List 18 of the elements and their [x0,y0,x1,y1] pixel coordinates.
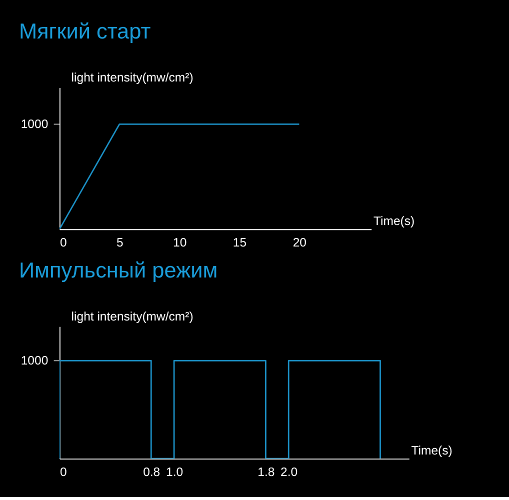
y-axis-title: light intensity(mw/cm²) [71,70,194,84]
y-axis-title: light intensity(mw/cm²) [71,309,194,324]
x-tick-label: 1.0 [166,465,184,480]
x-tick-label: 0 [60,236,67,250]
chart-title: Мягкий старт [18,18,151,44]
text: 1000 [20,116,48,131]
x-tick-label: 0 [60,465,67,480]
chart-title: Импульсный режим [18,257,218,282]
x-axis-title: Time(s) [411,443,452,458]
x-tick-label: 10 [172,236,187,250]
x-tick-label: 5 [116,236,124,250]
x-tick-label: 0.8 [143,465,160,480]
x-tick-label: 20 [292,236,307,250]
x-tick-label: 1.8 [258,465,275,480]
x-tick-label: 2.0 [280,465,298,480]
x-axis-title: Time(s) [373,214,415,228]
text: 1000 [20,353,48,368]
x-tick-label: 15 [232,236,247,250]
